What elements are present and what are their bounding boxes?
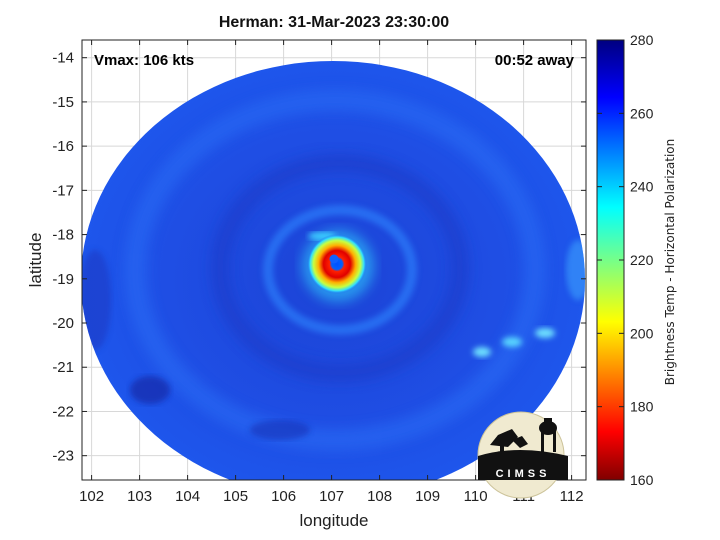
cold-patch-sw bbox=[130, 376, 170, 404]
x-axis-label: longitude bbox=[299, 511, 369, 530]
storm-eyewall bbox=[307, 234, 367, 294]
cimss-logo: CIMSS bbox=[477, 411, 568, 499]
spiral-band-mid bbox=[211, 154, 469, 382]
y-tick-label: -15 bbox=[52, 94, 74, 111]
plot-frame bbox=[81, 39, 587, 481]
x-tick-label: 106 bbox=[271, 488, 296, 505]
colorbar-tick-label: 180 bbox=[630, 399, 654, 415]
x-tick-label: 109 bbox=[415, 488, 440, 505]
colorbar-tick-label: 200 bbox=[630, 325, 654, 341]
time-away-annotation: 00:52 away bbox=[494, 52, 574, 69]
y-tick-label: -20 bbox=[52, 315, 74, 332]
colorbar-tick-label: 220 bbox=[630, 252, 654, 268]
storm-eye bbox=[329, 254, 339, 264]
x-tick-label: 104 bbox=[175, 488, 200, 505]
x-tick-label: 103 bbox=[127, 488, 152, 505]
spiral-band-outer bbox=[124, 89, 546, 451]
map-title: Herman: 31-Mar-2023 23:30:00 bbox=[218, 14, 450, 31]
y-tick-label: -23 bbox=[52, 448, 74, 465]
x-tick-label: 107 bbox=[319, 488, 344, 505]
colorbar-tick-label: 240 bbox=[630, 179, 654, 195]
spiral-band-inner bbox=[263, 205, 417, 335]
y-tick-label: -16 bbox=[52, 138, 74, 155]
cold-patch-s bbox=[250, 420, 310, 440]
colorbar-tick-label: 260 bbox=[630, 105, 654, 121]
y-tick-label: -22 bbox=[52, 403, 74, 420]
y-tick-label: -21 bbox=[52, 359, 74, 376]
y-axis-ticks: -14 -15 -16 -17 -18 -19 -20 -21 -22 -23 bbox=[52, 50, 586, 465]
x-tick-label: 112 bbox=[560, 488, 584, 505]
colorbar-tick-label: 160 bbox=[630, 472, 654, 488]
colorbar-tick-label: 280 bbox=[630, 32, 654, 48]
swath-texture bbox=[82, 89, 585, 451]
colorbar-label: Brightness Temp - Horizontal Polarizatio… bbox=[663, 138, 677, 386]
colorbar: 160 180 200 220 240 260 280 bbox=[596, 32, 654, 488]
x-tick-label: 108 bbox=[367, 488, 392, 505]
x-tick-label: 110 bbox=[464, 488, 488, 505]
edge-band-west bbox=[82, 250, 111, 350]
vmax-annotation: Vmax: 106 kts bbox=[94, 52, 195, 69]
logo-text: CIMSS bbox=[496, 468, 551, 480]
y-tick-label: -19 bbox=[52, 271, 74, 288]
colorbar-ticks: 160 180 200 220 240 260 280 bbox=[597, 32, 654, 488]
y-tick-label: -18 bbox=[52, 227, 74, 244]
y-tick-label: -14 bbox=[52, 50, 74, 67]
brightness-swath bbox=[82, 61, 585, 480]
convective-patch-east bbox=[473, 328, 555, 357]
x-tick-label: 102 bbox=[79, 488, 104, 505]
x-tick-label: 105 bbox=[223, 488, 248, 505]
y-tick-label: -17 bbox=[52, 182, 74, 199]
x-axis-ticks: 102103104105106107108109110111112 bbox=[79, 40, 584, 505]
y-axis-label: latitude bbox=[26, 232, 45, 288]
